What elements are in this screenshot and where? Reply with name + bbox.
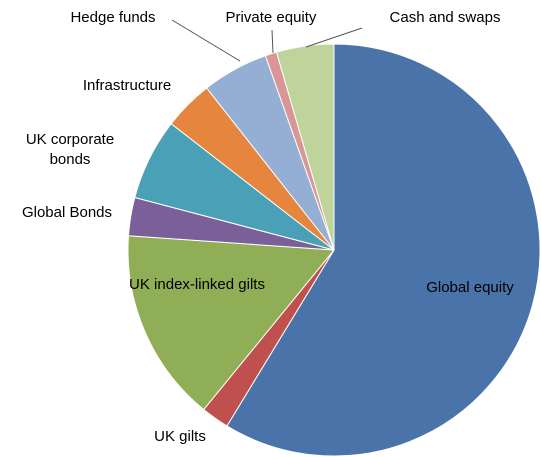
slice-label: UK index-linked gilts	[129, 276, 265, 293]
slice-label: Global Bonds	[21, 204, 113, 221]
slice-label: Cash and swaps	[389, 9, 501, 26]
slice-label: UK corporate bonds	[25, 131, 115, 168]
leader-line	[271, 29, 274, 54]
slice-label: Private equity	[225, 9, 317, 26]
slice-label: Infrastructure	[82, 77, 172, 94]
pie-slice	[226, 43, 541, 457]
pie-slice	[127, 235, 335, 411]
pie-slice	[275, 43, 335, 251]
leader-line	[171, 19, 241, 62]
slice-label: UK gilts	[154, 428, 206, 445]
slice-label: Hedge funds	[70, 9, 156, 26]
slice-label: Global equity	[426, 279, 514, 296]
leader-line	[305, 27, 363, 48]
